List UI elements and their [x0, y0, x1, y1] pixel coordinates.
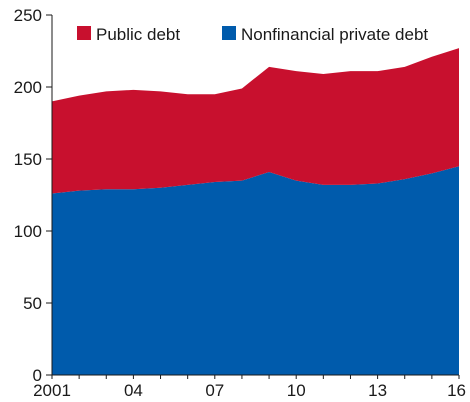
- y-tick-label-100: 100: [14, 222, 42, 241]
- plot-area: [52, 48, 459, 375]
- legend-label-public-debt: Public debt: [96, 25, 180, 44]
- x-tick-label-2004: 04: [124, 381, 143, 400]
- x-tick-label-2001: 2001: [33, 381, 71, 400]
- y-tick-label-150: 150: [14, 150, 42, 169]
- legend-swatch-nonfinancial-private-debt: [222, 26, 236, 40]
- area-nonfinancial-private-debt: [52, 166, 459, 375]
- x-tick-label-2010: 10: [287, 381, 306, 400]
- area-public-debt: [52, 48, 459, 194]
- legend-label-nonfinancial-private-debt: Nonfinancial private debt: [241, 25, 428, 44]
- x-tick-label-2016: 16: [447, 381, 466, 400]
- legend-swatch-public-debt: [77, 26, 91, 40]
- axes: 0 50 100 150 200 250 2001 04 07 10 13 16: [14, 6, 466, 400]
- x-tick-label-2007: 07: [205, 381, 224, 400]
- y-tick-label-250: 250: [14, 6, 42, 25]
- x-tick-label-2013: 13: [368, 381, 387, 400]
- y-tick-label-50: 50: [23, 294, 42, 313]
- y-tick-label-200: 200: [14, 78, 42, 97]
- legend: Public debt Nonfinancial private debt: [77, 25, 428, 44]
- y-tick-label-0: 0: [33, 366, 42, 385]
